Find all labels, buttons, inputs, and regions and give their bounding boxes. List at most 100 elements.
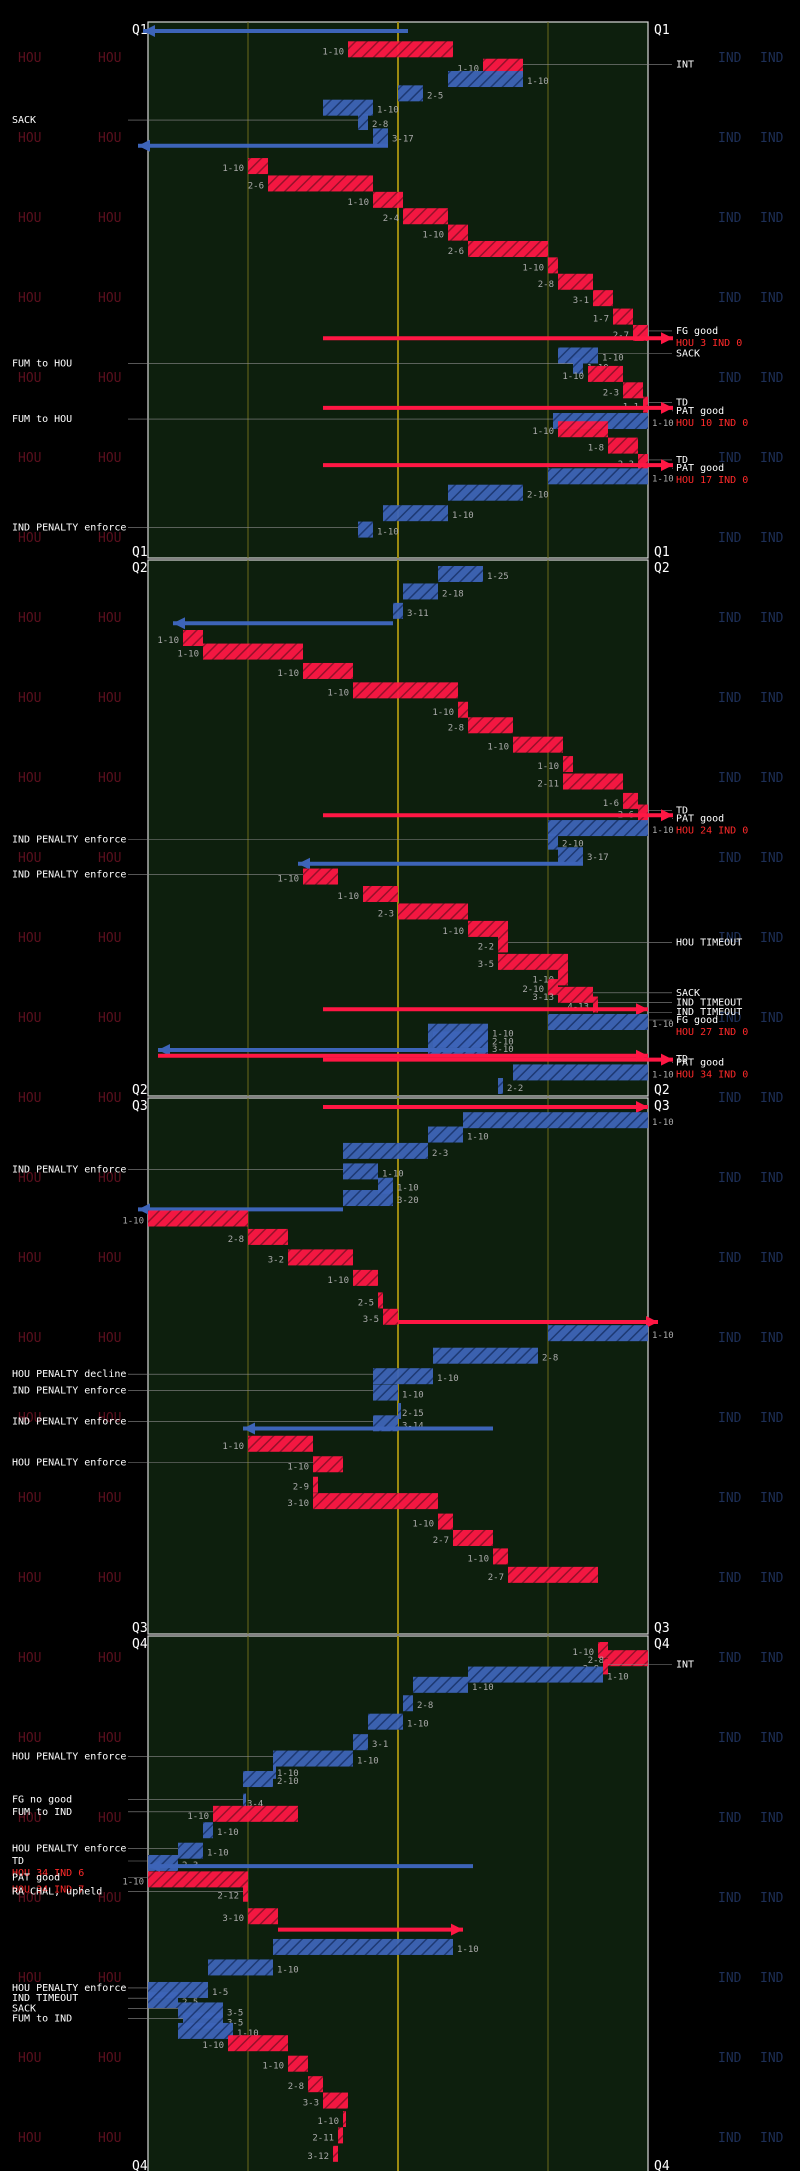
side-team-label: HOU <box>18 1171 41 1186</box>
play-bar <box>608 1650 648 1667</box>
play-bar <box>148 1210 248 1227</box>
down-distance-label: 2-11 <box>537 780 559 790</box>
down-distance-label: 2-10 <box>562 840 584 850</box>
down-distance-label: 3-1 <box>372 1740 388 1750</box>
down-distance-label: 2-8 <box>288 2082 304 2092</box>
side-team-label: HOU <box>18 1091 41 1106</box>
play-bar <box>183 630 203 646</box>
down-distance-label: 1-10 <box>157 636 179 646</box>
play-bar <box>323 2092 348 2109</box>
event-label: SACK <box>12 2003 36 2014</box>
play-bar <box>438 1513 453 1530</box>
kick-arrowhead <box>173 617 185 630</box>
play-bar <box>453 1529 493 1546</box>
side-team-label: HOU <box>18 1251 41 1266</box>
play-bar <box>273 1938 453 1955</box>
down-distance-label: 1-10 <box>222 1442 244 1452</box>
down-distance-label: 2-7 <box>613 331 629 341</box>
play-bar <box>613 308 633 325</box>
down-distance-label: 2-8 <box>588 1656 604 1666</box>
side-team-label: IND <box>760 1171 784 1186</box>
quarter-label: Q4 <box>132 2159 148 2171</box>
play-bar <box>623 382 643 399</box>
down-distance-label: 2-5 <box>358 1298 374 1308</box>
quarter-q3: Q3 Q3 Q3 Q3 1-10 1-10 2-3 1-10 IND PENALTY enfor… <box>12 1097 674 1636</box>
side-team-label: HOU <box>18 1971 41 1986</box>
play-bar <box>308 2076 323 2093</box>
down-distance-label: 1-10 <box>337 892 359 902</box>
play-bar <box>403 208 448 225</box>
side-team-label: IND <box>760 1971 784 1986</box>
quarter-label: Q3 <box>654 1099 670 1114</box>
down-distance-label: 1-10 <box>487 743 509 753</box>
side-team-label: IND <box>718 1651 742 1666</box>
side-team-label: IND <box>718 1971 742 1986</box>
side-team-label: IND <box>760 1891 784 1906</box>
play-bar <box>558 421 608 438</box>
play-bar <box>313 1493 438 1510</box>
down-distance-label: 1-10 <box>652 419 674 429</box>
down-distance-label: 3-10 <box>287 1499 309 1509</box>
play-bar <box>343 1163 378 1180</box>
play-bar <box>323 99 373 116</box>
play-bar <box>203 1822 213 1839</box>
side-team-label: IND <box>760 1491 784 1506</box>
play-bar <box>638 804 648 821</box>
play-bar <box>588 365 623 382</box>
side-team-label: IND <box>760 771 784 786</box>
event-label: HOU PENALTY enforce <box>12 1752 126 1763</box>
down-distance-label: 2-8 <box>538 280 554 290</box>
play-bar <box>353 1734 368 1751</box>
play-bar <box>548 1325 648 1342</box>
down-distance-label: 1-10 <box>177 650 199 660</box>
down-distance-label: 1-10 <box>277 1769 299 1779</box>
down-distance-label: 2-8 <box>228 1235 244 1245</box>
down-distance-label: 1-10 <box>327 1276 349 1286</box>
down-distance-label: 1-10 <box>432 708 454 718</box>
side-team-label: IND <box>718 291 742 306</box>
side-team-label: HOU <box>18 931 41 946</box>
play-bar <box>368 1713 403 1730</box>
kick-arrowhead <box>298 857 310 870</box>
down-distance-label: 2-10 <box>492 1037 514 1047</box>
side-team-label: HOU <box>18 611 41 626</box>
play-bar <box>273 1762 276 1779</box>
down-distance-label: 1-10 <box>467 1554 489 1564</box>
down-distance-label: 3-5 <box>363 1315 379 1325</box>
down-distance-label: 1-10 <box>652 474 674 484</box>
side-team-label: IND <box>718 2051 742 2066</box>
kick-arrowhead <box>636 1003 648 1016</box>
play-bar <box>468 1666 603 1683</box>
side-team-label: HOU <box>18 531 41 546</box>
side-team-label: IND <box>718 451 742 466</box>
down-distance-label: 3-4 <box>247 1800 263 1810</box>
side-team-label: HOU <box>18 1891 41 1906</box>
side-team-label: IND <box>760 1811 784 1826</box>
down-distance-label: 2-3 <box>432 1149 448 1159</box>
play-bar <box>413 1676 468 1693</box>
play-bar <box>363 886 398 902</box>
kick-arrowhead <box>158 1043 170 1056</box>
down-distance-label: 2-5 <box>427 91 443 101</box>
side-team-label: HOU <box>98 1891 121 1906</box>
down-distance-label: 1-10 <box>262 2062 284 2072</box>
down-distance-label: 1-10 <box>277 669 299 679</box>
down-distance-label: 3-5 <box>478 960 494 970</box>
play-bar <box>638 453 648 470</box>
side-team-label: IND <box>718 1251 742 1266</box>
side-team-label: HOU <box>98 1091 121 1106</box>
side-team-label: IND <box>760 2051 784 2066</box>
quarter-label: Q2 <box>654 561 670 576</box>
down-distance-label: 1-10 <box>377 106 399 116</box>
down-distance-label: 3-11 <box>407 609 429 619</box>
side-team-label: HOU <box>18 2051 41 2066</box>
down-distance-label: 1-10 <box>402 1391 424 1401</box>
down-distance-label: 2-6 <box>448 247 464 257</box>
kick-arrowhead <box>661 1053 673 1066</box>
side-team-label: HOU <box>98 2131 121 2146</box>
play-bar <box>623 792 638 809</box>
side-team-label: IND <box>760 451 784 466</box>
event-label: HOU PENALTY decline <box>12 1369 126 1380</box>
play-bar <box>603 1658 608 1675</box>
event-label: TD <box>676 455 688 466</box>
